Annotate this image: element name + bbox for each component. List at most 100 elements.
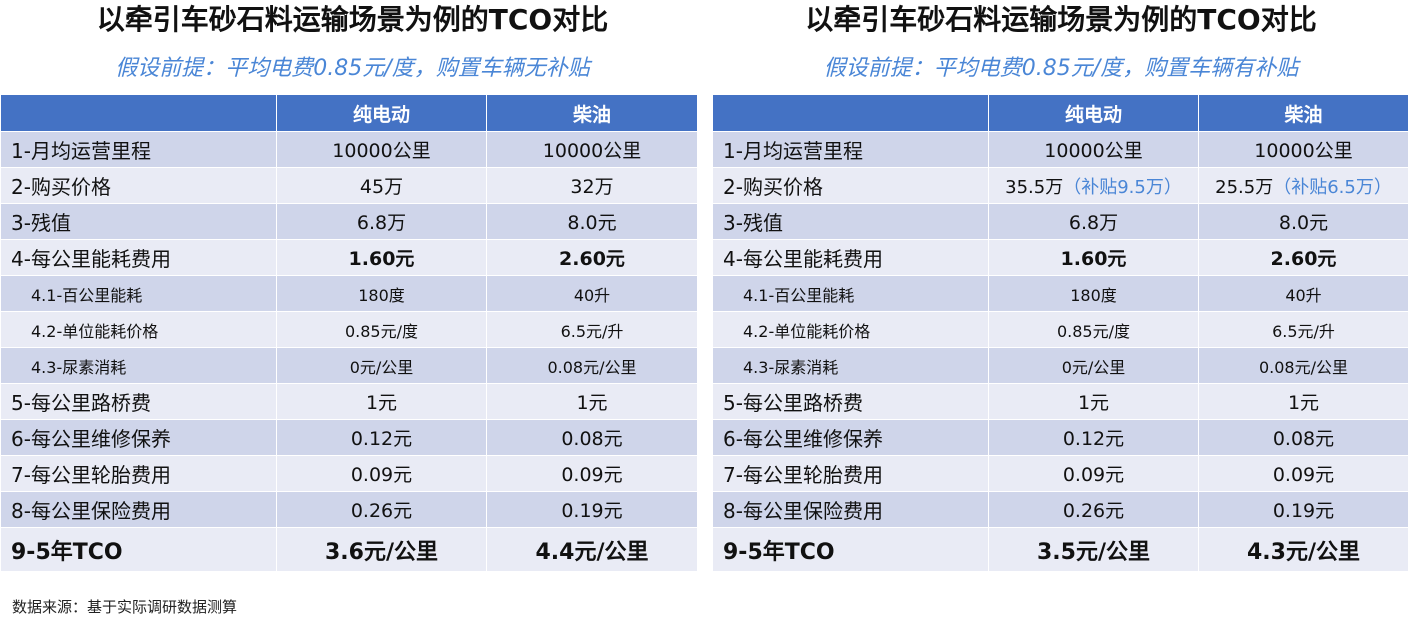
table-row: 2-购买价格 45万 32万 [0,167,698,204]
ev-value: 10000公里 [276,131,487,168]
table-header-row: 纯电动 柴油 [0,94,698,132]
table-row: 6-每公里维修保养 0.12元 0.08元 [0,419,698,456]
header-cell-ev: 纯电动 [276,94,487,132]
ev-value: 0元/公里 [276,347,487,384]
diesel-value-cell: 25.5万（补贴6.5万） [1198,167,1409,204]
row-label: 2-购买价格 [0,167,277,204]
diesel-value: 0.19元 [486,491,698,528]
ev-value: 0.12元 [276,419,487,456]
diesel-value: 8.0元 [1198,203,1409,240]
diesel-value: 2.60元 [486,239,698,276]
left-title: 以牵引车砂石料运输场景为例的TCO对比 [96,3,609,36]
table-row: 4.2-单位能耗价格 0.85元/度 6.5元/升 [0,311,698,348]
diesel-value: 1元 [1198,383,1409,420]
table-row: 1-月均运营里程 10000公里 10000公里 [712,131,1409,168]
ev-value: 0.85元/度 [276,311,487,348]
row-label: 9-5年TCO [712,527,989,572]
row-label: 7-每公里轮胎费用 [712,455,989,492]
left-tco-table: 纯电动 柴油 1-月均运营里程 10000公里 10000公里 2-购买价格 4… [0,94,698,572]
table-row: 5-每公里路桥费 1元 1元 [0,383,698,420]
row-label: 4.2-单位能耗价格 [0,311,277,348]
diesel-value: 2.60元 [1198,239,1409,276]
diesel-value: 0.09元 [1198,455,1409,492]
diesel-value: 0.08元/公里 [486,347,698,384]
left-panel: 以牵引车砂石料运输场景为例的TCO对比 假设前提：平均电费0.85元/度，购置车… [0,0,705,572]
table-row: 4.1-百公里能耗 180度 40升 [712,275,1409,312]
diesel-value: 40升 [1198,275,1409,312]
table-row: 2-购买价格 35.5万（补贴9.5万） 25.5万（补贴6.5万） [712,167,1409,204]
row-label: 6-每公里维修保养 [0,419,277,456]
table-row: 6-每公里维修保养 0.12元 0.08元 [712,419,1409,456]
row-label: 4-每公里能耗费用 [0,239,277,276]
diesel-value: 8.0元 [486,203,698,240]
table-row: 4.3-尿素消耗 0元/公里 0.08元/公里 [712,347,1409,384]
diesel-value: 0.08元 [486,419,698,456]
row-label: 5-每公里路桥费 [712,383,989,420]
table-row: 1-月均运营里程 10000公里 10000公里 [0,131,698,168]
diesel-value: 6.5元/升 [1198,311,1409,348]
row-label: 4.1-百公里能耗 [712,275,989,312]
diesel-value: 10000公里 [486,131,698,168]
diesel-value: 6.5元/升 [486,311,698,348]
row-label: 4.2-单位能耗价格 [712,311,989,348]
ev-value: 0.09元 [276,455,487,492]
header-cell-blank [0,94,277,132]
ev-value: 1.60元 [988,239,1199,276]
ev-value: 6.8万 [276,203,487,240]
ev-subsidy-note: （补贴9.5万） [1063,176,1182,198]
header-cell-diesel: 柴油 [486,94,698,132]
row-label: 8-每公里保险费用 [712,491,989,528]
header-cell-blank [712,94,989,132]
table-row: 3-残值 6.8万 8.0元 [712,203,1409,240]
table-row: 5-每公里路桥费 1元 1元 [712,383,1409,420]
row-label: 2-购买价格 [712,167,989,204]
diesel-subsidy-note: （补贴6.5万） [1273,176,1392,198]
table-row-total: 9-5年TCO 3.5元/公里 4.3元/公里 [712,527,1409,572]
ev-value: 0.12元 [988,419,1199,456]
diesel-value: 32万 [486,167,698,204]
table-row: 8-每公里保险费用 0.26元 0.19元 [0,491,698,528]
table-row-total: 9-5年TCO 3.6元/公里 4.4元/公里 [0,527,698,572]
ev-value: 3.6元/公里 [276,527,487,572]
row-label: 1-月均运营里程 [0,131,277,168]
header-cell-diesel: 柴油 [1198,94,1409,132]
data-source-note: 数据来源：基于实际调研数据测算 [12,598,238,616]
ev-value: 1.60元 [276,239,487,276]
diesel-value: 40升 [486,275,698,312]
table-row: 7-每公里轮胎费用 0.09元 0.09元 [0,455,698,492]
right-title: 以牵引车砂石料运输场景为例的TCO对比 [805,3,1317,36]
table-row: 7-每公里轮胎费用 0.09元 0.09元 [712,455,1409,492]
row-label: 4-每公里能耗费用 [712,239,989,276]
row-label: 4.1-百公里能耗 [0,275,277,312]
diesel-value: 0.09元 [486,455,698,492]
right-subtitle: 假设前提：平均电费0.85元/度，购置车辆有补贴 [823,56,1299,81]
row-label: 3-残值 [0,203,277,240]
ev-value: 10000公里 [988,131,1199,168]
ev-value: 0.26元 [276,491,487,528]
header-cell-ev: 纯电动 [988,94,1199,132]
diesel-value: 1元 [486,383,698,420]
diesel-value: 0.08元/公里 [1198,347,1409,384]
diesel-value: 4.4元/公里 [486,527,698,572]
row-label: 9-5年TCO [0,527,277,572]
ev-value: 0元/公里 [988,347,1199,384]
table-row: 3-残值 6.8万 8.0元 [0,203,698,240]
ev-value: 1元 [988,383,1199,420]
diesel-value: 4.3元/公里 [1198,527,1409,572]
row-label: 4.3-尿素消耗 [0,347,277,384]
row-label: 6-每公里维修保养 [712,419,989,456]
table-row: 4.3-尿素消耗 0元/公里 0.08元/公里 [0,347,698,384]
right-panel: 以牵引车砂石料运输场景为例的TCO对比 假设前提：平均电费0.85元/度，购置车… [712,0,1410,572]
table-header-row: 纯电动 柴油 [712,94,1409,132]
table-row: 8-每公里保险费用 0.26元 0.19元 [712,491,1409,528]
ev-value: 3.5元/公里 [988,527,1199,572]
ev-value: 180度 [276,275,487,312]
diesel-value: 25.5万 [1215,176,1274,198]
table-row: 4.1-百公里能耗 180度 40升 [0,275,698,312]
ev-value: 35.5万 [1005,176,1064,198]
ev-value: 0.85元/度 [988,311,1199,348]
row-label: 5-每公里路桥费 [0,383,277,420]
ev-value: 6.8万 [988,203,1199,240]
row-label: 1-月均运营里程 [712,131,989,168]
row-label: 4.3-尿素消耗 [712,347,989,384]
